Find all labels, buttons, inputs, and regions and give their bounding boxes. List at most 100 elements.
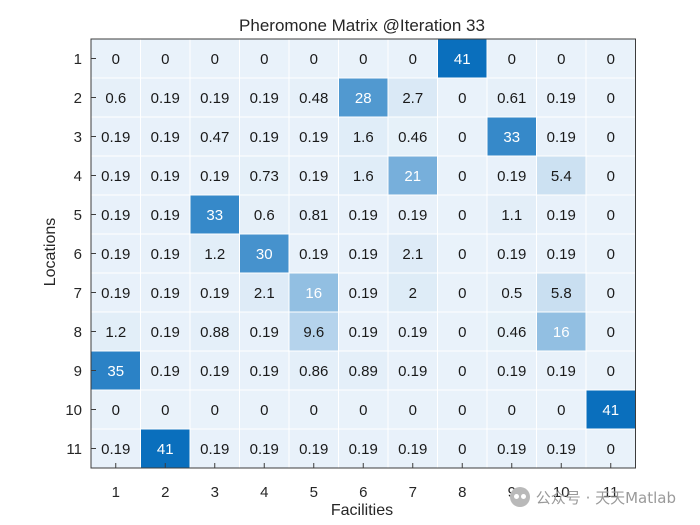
cell-value-label: 0.19 <box>398 207 427 224</box>
cell-value-label: 0.19 <box>200 168 229 185</box>
heatmap-cell <box>486 194 537 235</box>
cell-value-label: 5.4 <box>551 168 572 185</box>
cell-value-label: 0 <box>458 402 466 419</box>
cell-value-label: 0 <box>112 402 120 419</box>
y-axis-label: Locations <box>42 218 59 287</box>
cell-value-label: 0.19 <box>349 324 378 341</box>
cell-value-label: 41 <box>454 51 471 68</box>
heatmap-cell <box>536 194 587 235</box>
x-axis-label: Facilities <box>331 502 393 519</box>
heatmap-cell <box>90 272 141 313</box>
heatmap-cell <box>288 116 339 157</box>
cell-value-label: 0.19 <box>299 441 328 458</box>
y-tick-label: 1 <box>74 51 82 68</box>
heatmap-cell <box>140 38 191 79</box>
y-tick-label: 9 <box>74 363 82 380</box>
cell-value-label: 0 <box>458 246 466 263</box>
cell-value-label: 0.19 <box>200 441 229 458</box>
cell-value-label: 0.19 <box>151 129 180 146</box>
heatmap-cell <box>585 77 636 118</box>
cell-value-label: 0.46 <box>497 324 526 341</box>
cell-value-label: 0.86 <box>299 363 328 380</box>
cell-value-label: 0 <box>607 90 615 107</box>
heatmap-cell <box>90 194 141 235</box>
cell-value-label: 0.19 <box>200 90 229 107</box>
watermark: 公众号 · 天天Matlab <box>509 484 676 510</box>
heatmap-cell <box>189 77 240 118</box>
cell-value-label: 0.19 <box>151 363 180 380</box>
heatmap-cell <box>585 311 636 352</box>
cell-value-label: 0 <box>607 285 615 302</box>
cell-value-label: 0 <box>557 51 565 68</box>
heatmap-cell <box>387 77 438 118</box>
cell-value-label: 0 <box>607 324 615 341</box>
cell-value-label: 0.19 <box>200 363 229 380</box>
cell-value-label: 0.19 <box>101 168 130 185</box>
x-tick-label: 7 <box>409 484 417 501</box>
cell-value-label: 0.19 <box>349 207 378 224</box>
cell-value-label: 0 <box>557 402 565 419</box>
heatmap-cell <box>486 155 537 196</box>
y-tick-labels: 1 2 3 4 5 6 7 8 9 10 11 <box>65 51 96 458</box>
cell-value-label: 0.19 <box>497 441 526 458</box>
cell-value-label: 0.81 <box>299 207 328 224</box>
cell-value-label: 0 <box>607 51 615 68</box>
cell-value-label: 1.1 <box>501 207 522 224</box>
cell-value-label: 0 <box>211 51 219 68</box>
cell-value-label: 0 <box>409 402 417 419</box>
cell-value-label: 9.6 <box>303 324 324 341</box>
cell-value-label: 0.19 <box>101 207 130 224</box>
cell-value-label: 0.6 <box>254 207 275 224</box>
cell-value-label: 1.6 <box>353 129 374 146</box>
cell-value-label: 28 <box>355 90 372 107</box>
heatmap-cell <box>140 428 191 469</box>
cell-value-label: 0 <box>607 129 615 146</box>
heatmap-cell <box>288 194 339 235</box>
cell-value-label: 0 <box>359 402 367 419</box>
heatmap-cell <box>437 38 488 79</box>
cell-value-label: 0.19 <box>547 90 576 107</box>
cell-value-label: 0 <box>260 51 268 68</box>
cell-value-label: 2.7 <box>402 90 423 107</box>
heatmap-cell <box>585 428 636 469</box>
heatmap-cell <box>90 116 141 157</box>
y-tick-label: 7 <box>74 285 82 302</box>
heatmap-cell <box>288 311 339 352</box>
heatmap-cell <box>536 38 587 79</box>
heatmap-cell <box>239 155 290 196</box>
heatmap-cell <box>288 77 339 118</box>
heatmap-cell <box>486 272 537 313</box>
cell-value-label: 0 <box>458 207 466 224</box>
y-tick-label: 10 <box>65 402 82 419</box>
heatmap-cell <box>486 116 537 157</box>
y-tick-label: 11 <box>66 441 82 458</box>
cell-value-label: 0.19 <box>250 90 279 107</box>
heatmap-cell <box>437 311 488 352</box>
cell-value-label: 0 <box>458 90 466 107</box>
cell-value-label: 0.19 <box>250 129 279 146</box>
cell-value-label: 0.19 <box>101 129 130 146</box>
cell-value-label: 16 <box>553 324 570 341</box>
cell-value-label: 0 <box>607 168 615 185</box>
cell-value-label: 0.19 <box>101 285 130 302</box>
cell-value-label: 0.19 <box>497 168 526 185</box>
cell-value-label: 0 <box>112 51 120 68</box>
heatmap-cell <box>486 428 537 469</box>
cell-value-label: 1.6 <box>353 168 374 185</box>
heatmap-cell <box>90 311 141 352</box>
cell-value-label: 0.19 <box>200 285 229 302</box>
heatmap-cell <box>338 155 389 196</box>
y-tick-label: 8 <box>74 324 82 341</box>
y-tick-label: 3 <box>74 129 82 146</box>
heatmap-cell <box>338 194 389 235</box>
heatmap-cell <box>486 350 537 391</box>
x-tick-label: 5 <box>310 484 318 501</box>
cell-value-label: 0 <box>161 402 169 419</box>
cell-value-label: 1.2 <box>105 324 126 341</box>
heatmap-cell <box>387 194 438 235</box>
cell-value-label: 21 <box>404 168 421 185</box>
heatmap-cell <box>486 389 537 430</box>
cell-value-label: 0 <box>260 402 268 419</box>
